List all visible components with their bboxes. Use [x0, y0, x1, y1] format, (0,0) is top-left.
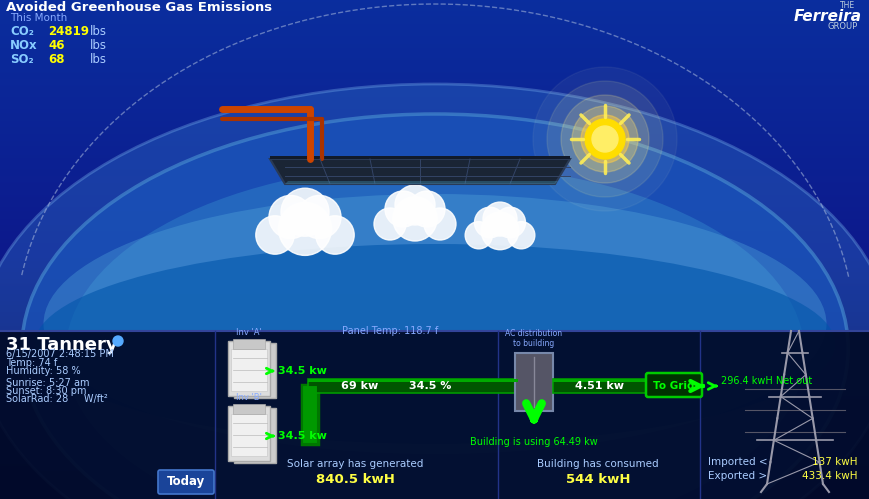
- Circle shape: [580, 115, 628, 163]
- Text: 544 kwH: 544 kwH: [565, 473, 629, 486]
- Text: 69 kw: 69 kw: [341, 381, 378, 391]
- FancyBboxPatch shape: [158, 470, 214, 494]
- Circle shape: [465, 222, 492, 249]
- Text: Building has consumed: Building has consumed: [536, 459, 658, 469]
- Text: Solar array has generated: Solar array has generated: [287, 459, 422, 469]
- Text: 6/15/2007 2:48:15 PM: 6/15/2007 2:48:15 PM: [6, 349, 114, 359]
- Text: To Grid: To Grid: [653, 381, 694, 391]
- Text: This Month: This Month: [10, 13, 67, 23]
- Circle shape: [408, 191, 444, 227]
- Circle shape: [571, 106, 637, 172]
- Circle shape: [113, 336, 123, 346]
- Circle shape: [423, 208, 455, 240]
- Ellipse shape: [65, 164, 804, 499]
- Text: lbs: lbs: [90, 53, 107, 66]
- Text: THE: THE: [839, 1, 854, 10]
- Ellipse shape: [35, 244, 834, 444]
- Bar: [234, 343, 275, 398]
- Bar: [233, 339, 265, 349]
- Circle shape: [269, 196, 312, 239]
- Ellipse shape: [43, 194, 826, 454]
- Circle shape: [533, 67, 676, 211]
- Circle shape: [494, 207, 525, 238]
- Text: 137 kwH: 137 kwH: [812, 457, 857, 467]
- Text: AC distribution
to building: AC distribution to building: [505, 329, 562, 348]
- Text: 4.51 kw: 4.51 kw: [574, 381, 624, 391]
- Circle shape: [393, 197, 436, 241]
- Bar: [228, 341, 269, 396]
- Ellipse shape: [22, 114, 847, 499]
- Text: Inv 'A': Inv 'A': [235, 328, 262, 337]
- Text: Imported <: Imported <: [707, 457, 766, 467]
- Circle shape: [474, 207, 505, 238]
- Text: Sunrise: 5:27 am: Sunrise: 5:27 am: [6, 378, 90, 388]
- Polygon shape: [269, 156, 569, 159]
- Bar: [233, 404, 265, 414]
- Text: 34.5 kw: 34.5 kw: [278, 366, 327, 376]
- Bar: [228, 406, 269, 461]
- Text: 24819: 24819: [48, 25, 89, 38]
- Circle shape: [278, 203, 331, 255]
- Text: Today: Today: [167, 476, 205, 489]
- Bar: [308, 379, 517, 393]
- Bar: [308, 379, 517, 382]
- Bar: [553, 379, 647, 393]
- Text: GROUP: GROUP: [826, 22, 857, 31]
- Text: 34.5 %: 34.5 %: [408, 381, 451, 391]
- Text: Exported >: Exported >: [707, 471, 766, 481]
- Text: Inv 'B': Inv 'B': [235, 393, 262, 402]
- Circle shape: [255, 216, 294, 254]
- Text: CO₂: CO₂: [10, 25, 34, 38]
- Circle shape: [297, 196, 341, 239]
- Circle shape: [395, 185, 434, 225]
- Bar: [0, 331, 869, 499]
- Circle shape: [315, 216, 354, 254]
- Text: Ferreira: Ferreira: [793, 9, 861, 24]
- Circle shape: [481, 212, 518, 250]
- Circle shape: [507, 222, 534, 249]
- Circle shape: [561, 95, 648, 183]
- Bar: [553, 379, 647, 382]
- Text: 31 Tannery: 31 Tannery: [6, 336, 117, 354]
- Circle shape: [591, 126, 617, 152]
- Text: Humidity: 58 %: Humidity: 58 %: [6, 366, 81, 376]
- Polygon shape: [285, 181, 557, 184]
- Bar: [231, 414, 267, 456]
- Text: SolarRad: 28     W/ft²: SolarRad: 28 W/ft²: [6, 394, 108, 404]
- Text: 46: 46: [48, 39, 64, 52]
- Circle shape: [547, 81, 662, 197]
- Text: lbs: lbs: [90, 25, 107, 38]
- Text: Building is using 64.49 kw: Building is using 64.49 kw: [469, 437, 597, 447]
- Ellipse shape: [0, 84, 869, 499]
- Text: Avoided Greenhouse Gas Emissions: Avoided Greenhouse Gas Emissions: [6, 1, 272, 14]
- Circle shape: [374, 208, 406, 240]
- Text: Temp: 74 f: Temp: 74 f: [6, 358, 57, 368]
- Text: 840.5 kwH: 840.5 kwH: [315, 473, 394, 486]
- Text: SO₂: SO₂: [10, 53, 34, 66]
- Bar: [514, 353, 553, 411]
- Bar: [234, 408, 275, 463]
- Circle shape: [385, 191, 421, 227]
- Text: 68: 68: [48, 53, 64, 66]
- Polygon shape: [269, 159, 569, 184]
- Text: 433.4 kwH: 433.4 kwH: [801, 471, 857, 481]
- FancyBboxPatch shape: [646, 373, 701, 397]
- Text: 34.5 kw: 34.5 kw: [278, 431, 327, 441]
- Text: lbs: lbs: [90, 39, 107, 52]
- Circle shape: [281, 188, 328, 236]
- Text: Sunset: 8:30 pm: Sunset: 8:30 pm: [6, 386, 86, 396]
- Circle shape: [482, 202, 516, 236]
- Bar: [231, 349, 267, 391]
- Circle shape: [584, 119, 624, 159]
- Text: 296.4 kwH Net out: 296.4 kwH Net out: [720, 376, 812, 386]
- Text: Panel Temp: 118.7 f: Panel Temp: 118.7 f: [342, 326, 438, 336]
- Text: NOx: NOx: [10, 39, 37, 52]
